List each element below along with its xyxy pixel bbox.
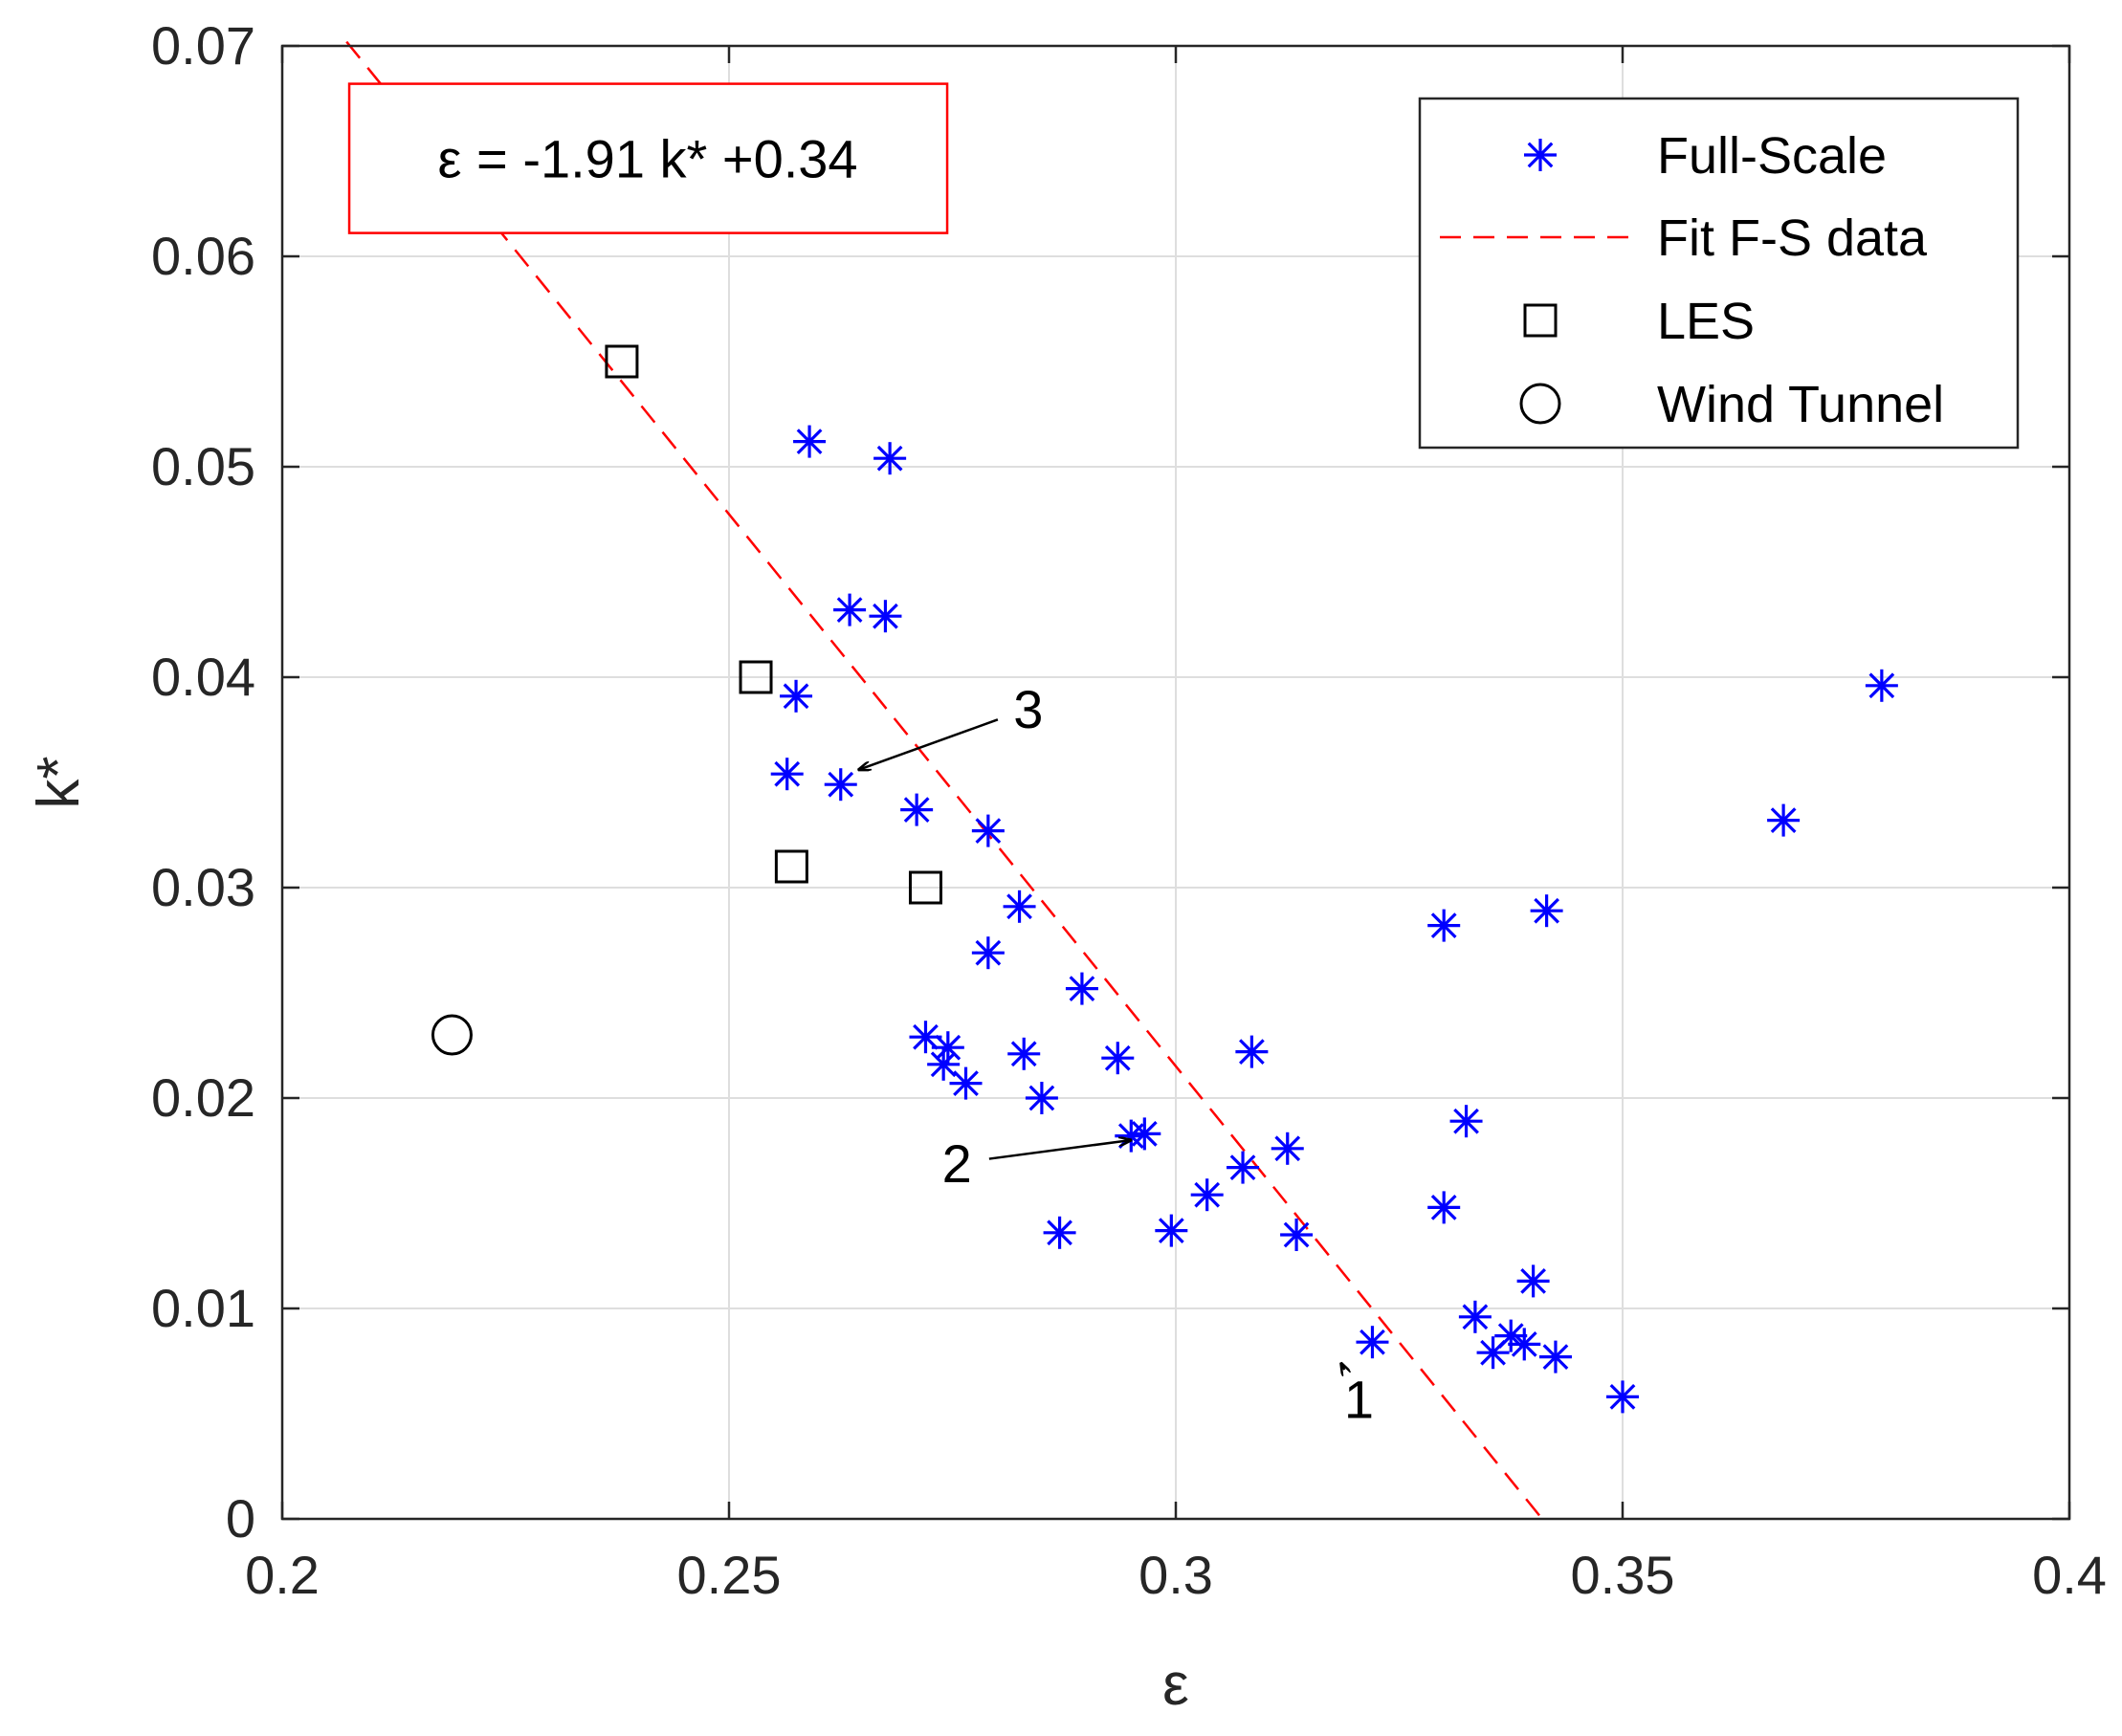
legend-square-icon [1523, 303, 1558, 338]
full-scale-point [1280, 1219, 1314, 1251]
y-tick-label: 0.02 [151, 1067, 255, 1128]
full-scale-point [833, 593, 867, 626]
axis-ticks: 0.2 0.25 0.3 0.35 0.4 0 0.01 0.02 0.03 0.04 0.05 0.… [151, 15, 2107, 1605]
full-scale-point [1449, 1105, 1483, 1138]
les-point [739, 660, 773, 694]
legend-entry-wind-tunnel: Wind Tunnel [1519, 376, 1944, 433]
legend-entry-fit: Fit F-S data [1440, 209, 1928, 267]
full-scale-point [824, 768, 857, 802]
full-scale-point [1101, 1042, 1135, 1075]
legend-asterisk-mark [1524, 139, 1557, 171]
y-axis-title: k* [26, 756, 92, 808]
full-scale-point [1043, 1216, 1076, 1249]
legend-label-full-scale: Full-Scale [1657, 127, 1887, 185]
data-markers [431, 344, 1898, 1414]
full-scale-point [1538, 1340, 1572, 1373]
fit-line [345, 40, 1543, 1520]
full-scale-point [780, 679, 813, 713]
full-scale-point [1767, 803, 1801, 837]
wind-tunnel-point [431, 1014, 473, 1056]
full-scale-point [873, 442, 907, 475]
legend-circle-icon [1519, 383, 1561, 425]
full-scale-point [1007, 1037, 1041, 1070]
x-tick-label: 0.25 [677, 1545, 782, 1605]
full-scale-point [1530, 894, 1563, 928]
legend: Full-Scale Fit F-S data LES Wind Tunnel [1418, 97, 2020, 450]
y-tick-label: 0.06 [151, 226, 255, 286]
legend-circle-mark [1519, 383, 1561, 425]
full-scale-point [1356, 1326, 1389, 1359]
equation-box-frame [347, 82, 949, 234]
full-scale-point [1003, 890, 1036, 923]
full-scale-point [1190, 1178, 1224, 1212]
full-scale-point [1606, 1380, 1639, 1414]
fit-line-layer [345, 40, 1543, 1520]
y-tick-label: 0.05 [151, 436, 255, 496]
full-scale-point [1865, 669, 1898, 702]
full-scale-point [1427, 909, 1461, 942]
y-tick-label: 0.07 [151, 15, 255, 76]
les-point [908, 870, 942, 905]
y-tick-label: 0.01 [151, 1278, 255, 1338]
annotation-label: 2 [942, 1133, 972, 1194]
full-scale-point [1516, 1264, 1550, 1298]
full-scale-point [949, 1066, 983, 1100]
legend-square-mark [1523, 303, 1558, 338]
full-scale-point [927, 1047, 961, 1081]
annotation-arrow [988, 1140, 1131, 1160]
legend-label-wind-tunnel: Wind Tunnel [1657, 376, 1944, 433]
full-scale-point [869, 600, 902, 633]
full-scale-point [1227, 1151, 1260, 1184]
x-tick-label: 0.4 [2032, 1545, 2107, 1605]
y-tick-label: 0.03 [151, 857, 255, 917]
full-scale-point [1508, 1328, 1541, 1361]
equation-box: ε = -1.91 k* +0.34 [347, 82, 949, 234]
les-point [605, 344, 639, 379]
full-scale-point [900, 793, 934, 826]
equation-text: ε = -1.91 k* +0.34 [438, 129, 858, 189]
full-scale-point [971, 814, 1005, 847]
x-tick-label: 0.35 [1571, 1545, 1675, 1605]
x-tick-label: 0.3 [1138, 1545, 1213, 1605]
annotation-label: 1 [1344, 1369, 1374, 1429]
legend-label-les: LES [1657, 293, 1755, 350]
annotations: 1 2 3 [858, 679, 1374, 1429]
full-scale-point [971, 936, 1005, 970]
full-scale-point [1458, 1300, 1492, 1333]
x-tick-label: 0.2 [245, 1545, 320, 1605]
x-axis-title: ε [1162, 1652, 1189, 1718]
y-tick-label: 0 [226, 1488, 255, 1549]
full-scale-point [1271, 1132, 1304, 1165]
legend-label-fit: Fit F-S data [1657, 209, 1928, 267]
legend-entry-full-scale: Full-Scale [1524, 127, 1887, 185]
y-tick-label: 0.04 [151, 647, 255, 707]
annotation-arrow [1341, 1363, 1344, 1370]
full-scale-point [1128, 1117, 1161, 1151]
full-scale-point [1427, 1191, 1461, 1224]
full-scale-point [1065, 972, 1098, 1005]
legend-frame [1418, 97, 2020, 450]
legend-asterisk-icon [1524, 139, 1557, 171]
les-point [774, 849, 808, 884]
full-scale-point [1155, 1214, 1188, 1247]
full-scale-point [793, 425, 827, 458]
legend-entry-les: LES [1523, 293, 1755, 350]
annotation-label: 3 [1013, 679, 1043, 739]
annotation-arrow [858, 718, 999, 769]
full-scale-point [1025, 1082, 1058, 1114]
full-scale-point [770, 758, 804, 791]
full-scale-point [1235, 1035, 1269, 1068]
